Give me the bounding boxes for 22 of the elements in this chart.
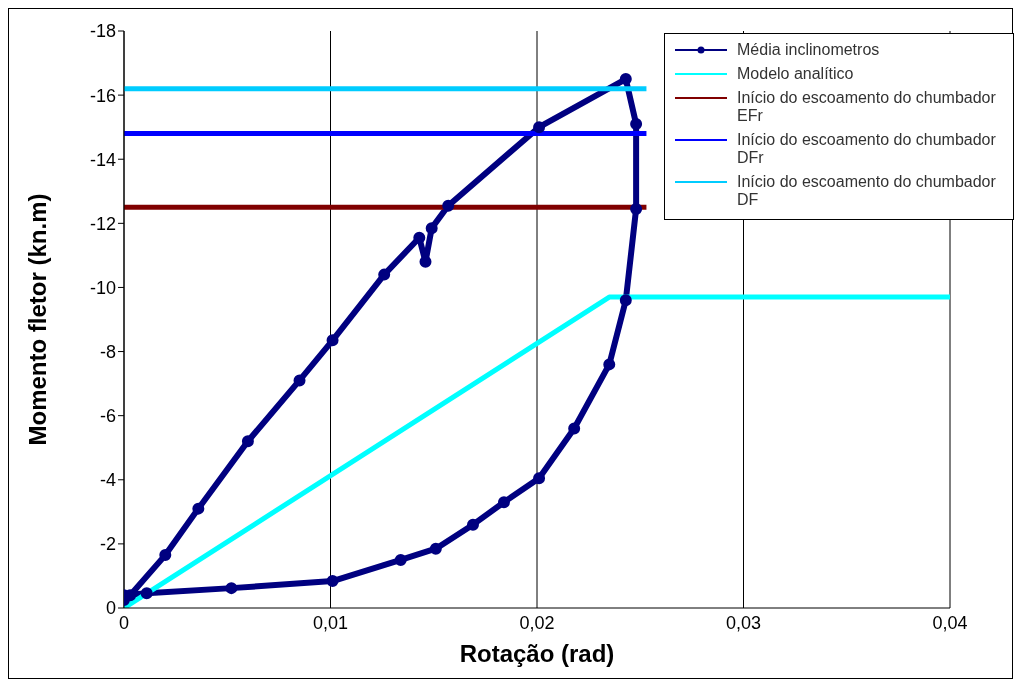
legend-label: Início do escoamento do chumbador DFr <box>737 131 997 167</box>
y-tick-label: -6 <box>99 406 116 427</box>
legend-label: Início do escoamento do chumbador EFr <box>737 89 997 125</box>
x-tick-label: 0,01 <box>312 612 349 633</box>
legend-label: Início do escoamento do chumbador DF <box>737 173 997 209</box>
y-tick-label: -14 <box>89 149 116 170</box>
y-tick-label: -2 <box>99 534 116 555</box>
y-tick-label: 0 <box>105 598 116 619</box>
y-tick-label: -12 <box>89 213 116 234</box>
y-tick-label: -10 <box>89 277 116 298</box>
y-tick-label: -8 <box>99 341 116 362</box>
y-tick-label: -16 <box>89 85 116 106</box>
x-tick-label: 0,02 <box>519 612 555 633</box>
y-tick-label: -18 <box>89 21 116 42</box>
x-tick-label: 0 <box>118 612 130 633</box>
x-axis-title: Rotação (rad) <box>459 640 615 667</box>
x-tick-label: 0,03 <box>725 612 762 633</box>
legend-label: Média inclinometros <box>737 41 880 59</box>
y-tick-label: -4 <box>99 470 116 491</box>
legend-label: Modelo analítico <box>737 65 854 83</box>
y-axis-title: Momento fletor (kn.m) <box>23 193 51 446</box>
x-tick-label: 0,04 <box>932 612 968 633</box>
